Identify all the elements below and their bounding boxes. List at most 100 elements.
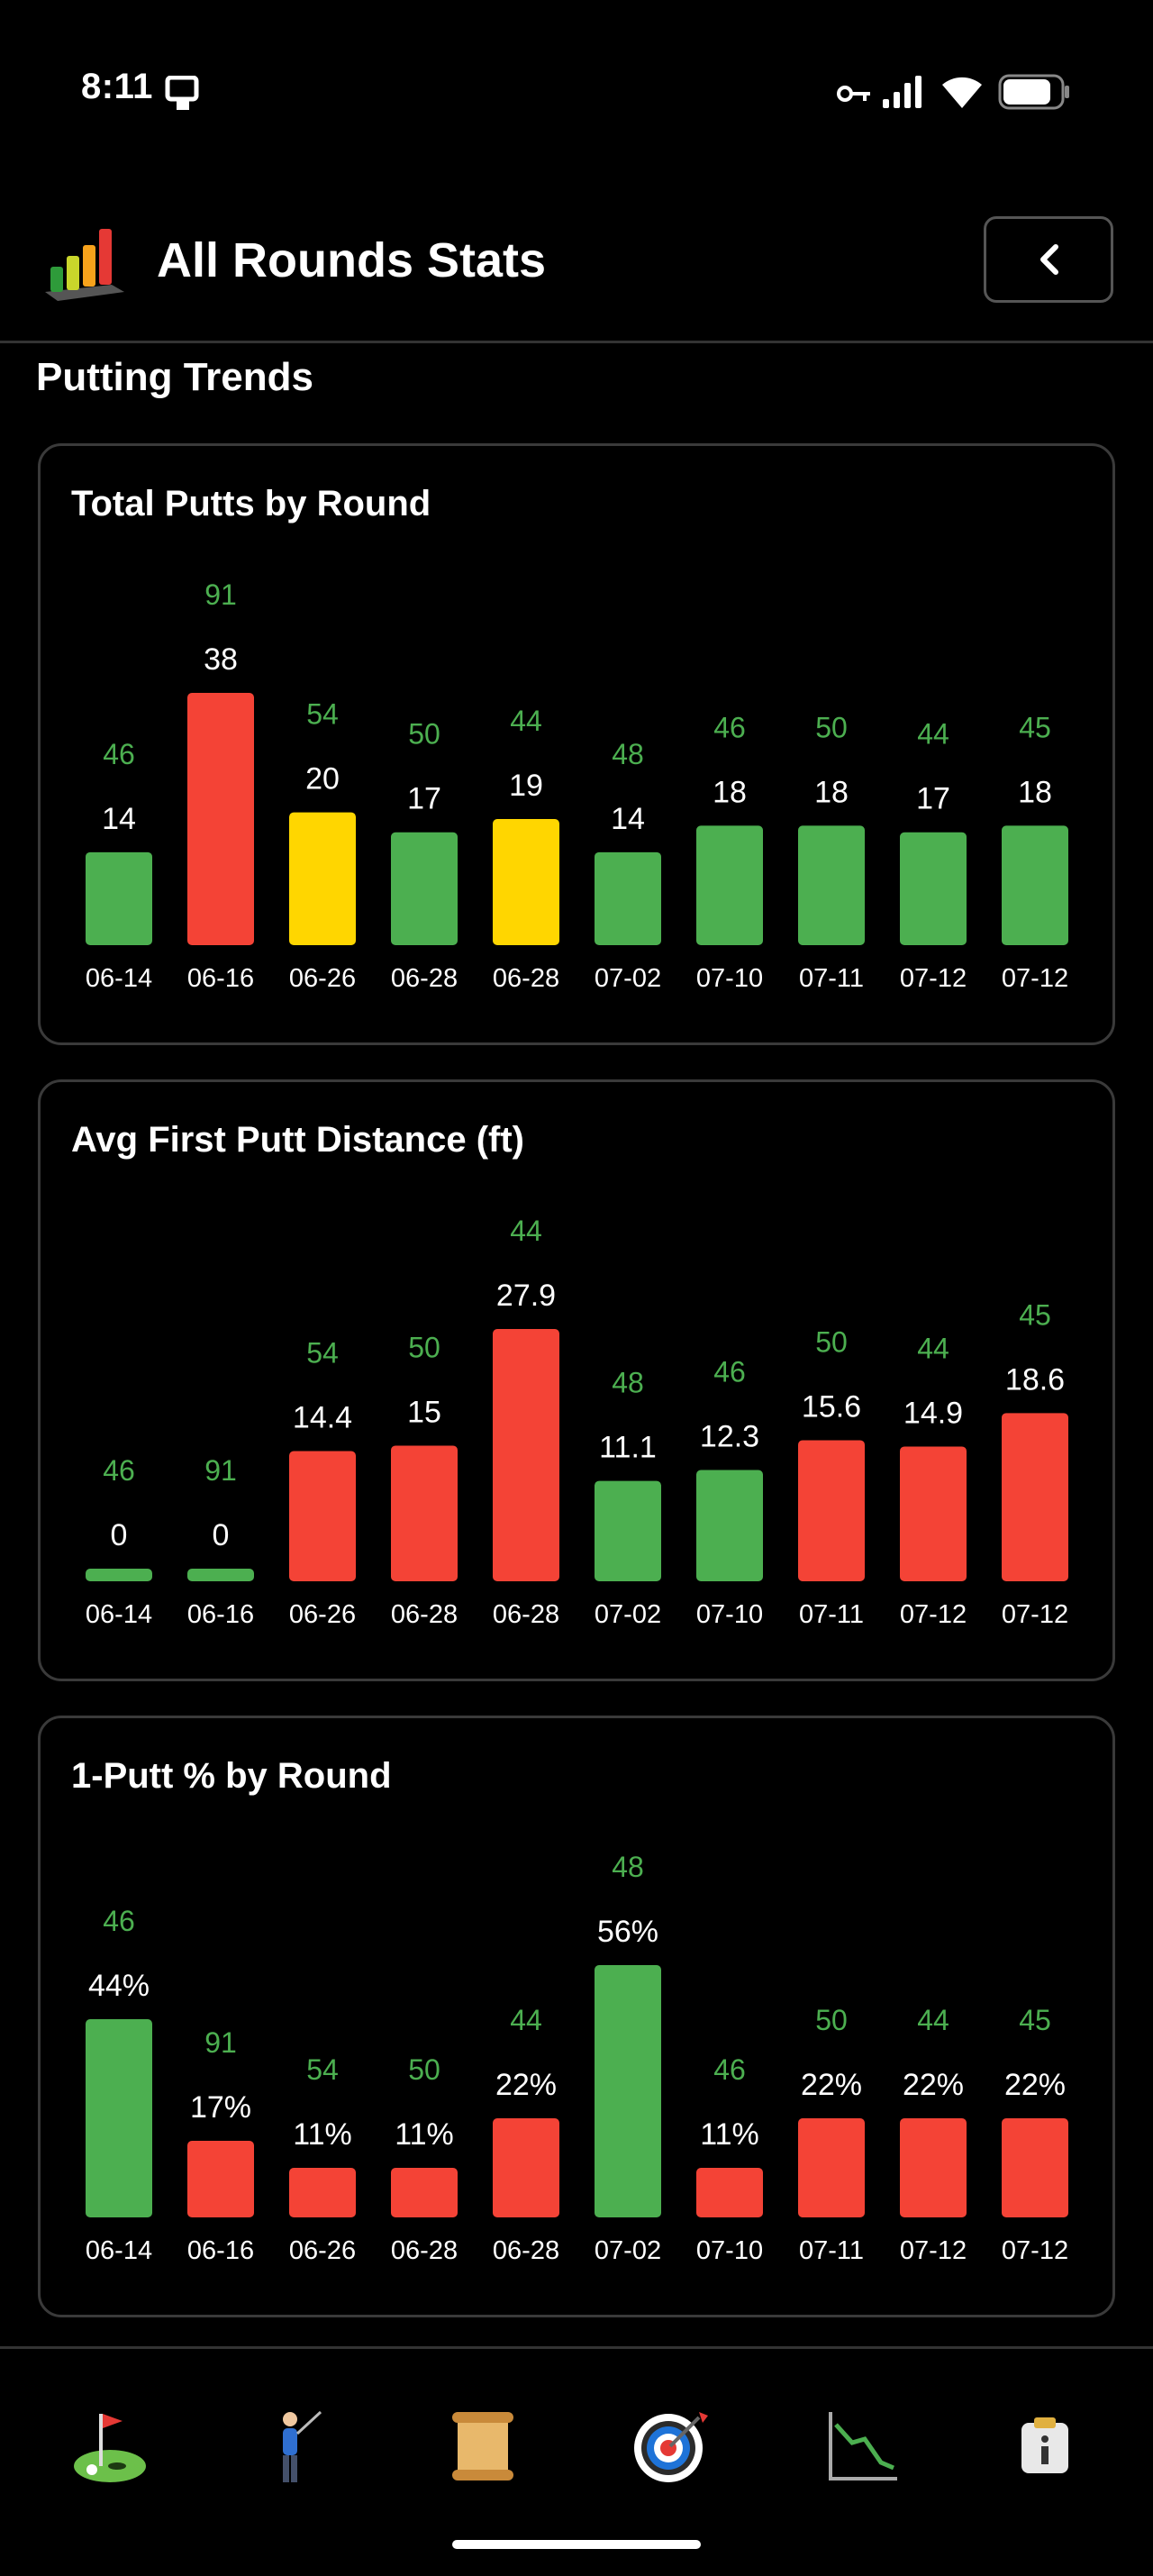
chart-bar bbox=[798, 2118, 865, 2217]
x-tick-label: 06-16 bbox=[187, 964, 254, 993]
back-button[interactable] bbox=[984, 216, 1113, 303]
round-score-label: 54 bbox=[306, 698, 339, 731]
x-tick-label: 07-10 bbox=[696, 2236, 763, 2265]
cast-icon bbox=[165, 76, 199, 110]
round-score-label: 46 bbox=[103, 738, 135, 770]
x-tick-label: 07-11 bbox=[799, 1600, 864, 1629]
round-score-label: 45 bbox=[1019, 1298, 1051, 1331]
bar-value-label: 18 bbox=[713, 775, 747, 809]
x-tick-label: 06-26 bbox=[289, 1600, 356, 1629]
bar-value-label: 12.3 bbox=[700, 1420, 759, 1454]
chart-bar bbox=[900, 2118, 967, 2217]
x-tick-label: 06-28 bbox=[391, 2236, 458, 2265]
chart-total-putts: 14 46 06-14 38 91 06-16 20 54 06-26 17 50 06-28 19 44… bbox=[86, 578, 1068, 993]
bar-value-label: 0 bbox=[111, 1518, 128, 1552]
trend-chart-icon[interactable] bbox=[816, 2403, 903, 2490]
target-icon[interactable] bbox=[627, 2403, 713, 2490]
bar-value-label: 27.9 bbox=[496, 1279, 556, 1313]
bar-value-label: 22% bbox=[1004, 2068, 1066, 2102]
golfer-icon[interactable] bbox=[249, 2403, 335, 2490]
x-tick-label: 06-16 bbox=[187, 2236, 254, 2265]
round-score-label: 46 bbox=[103, 1454, 135, 1487]
bar-value-label: 18 bbox=[814, 775, 849, 809]
x-tick-label: 07-12 bbox=[900, 1600, 967, 1629]
bar-value-label: 22% bbox=[801, 2068, 862, 2102]
bar-value-label: 14.4 bbox=[293, 1400, 352, 1434]
x-tick-label: 07-11 bbox=[799, 964, 864, 993]
chart-card-one-putt-pct: 1-Putt % by Round 44% 46 06-14 17% 91 06-16 11… bbox=[38, 1716, 1115, 2317]
key-icon bbox=[837, 86, 870, 102]
chevron-left-icon bbox=[1040, 244, 1058, 275]
chart-bar bbox=[86, 2019, 152, 2217]
round-score-label: 50 bbox=[408, 2053, 440, 2086]
chart-bar bbox=[86, 851, 152, 945]
signal-icon bbox=[883, 76, 921, 108]
bar-value-label: 11.1 bbox=[599, 1431, 657, 1465]
chart-first-putt-distance: 0 46 06-14 0 91 06-16 14.4 54 06-26 15 50 06-28 27.9… bbox=[86, 1215, 1068, 1629]
chart-bar bbox=[391, 2168, 458, 2217]
bar-value-label: 15.6 bbox=[802, 1389, 861, 1424]
round-score-label: 50 bbox=[408, 1331, 440, 1363]
round-score-label: 44 bbox=[917, 718, 949, 751]
bar-value-label: 14 bbox=[611, 802, 645, 836]
x-tick-label: 07-10 bbox=[696, 964, 763, 993]
bar-value-label: 17% bbox=[190, 2090, 251, 2125]
x-tick-label: 06-28 bbox=[493, 2236, 559, 2265]
bar-value-label: 22% bbox=[903, 2068, 964, 2102]
bar-value-label: 20 bbox=[305, 762, 340, 796]
chart-bar bbox=[696, 1470, 763, 1581]
golf-hole-icon[interactable] bbox=[67, 2403, 153, 2490]
chart-bar bbox=[595, 851, 661, 945]
chart-bar bbox=[187, 1569, 254, 1581]
x-tick-label: 06-26 bbox=[289, 2236, 356, 2265]
chart-bar bbox=[1002, 2118, 1068, 2217]
round-score-label: 44 bbox=[917, 2004, 949, 2036]
round-score-label: 45 bbox=[1019, 2004, 1051, 2036]
round-score-label: 91 bbox=[204, 578, 237, 611]
chart-bar bbox=[900, 832, 967, 945]
chart-bar bbox=[696, 2168, 763, 2217]
chart-bar bbox=[1002, 1413, 1068, 1581]
chart-bar bbox=[595, 1965, 661, 2217]
x-tick-label: 06-14 bbox=[86, 2236, 152, 2265]
round-score-label: 91 bbox=[204, 1454, 237, 1487]
x-tick-label: 06-14 bbox=[86, 1600, 152, 1629]
bar-value-label: 14 bbox=[102, 802, 136, 836]
round-score-label: 44 bbox=[510, 2004, 542, 2036]
round-score-label: 50 bbox=[815, 2004, 848, 2036]
chart-bar bbox=[391, 1445, 458, 1581]
info-icon[interactable] bbox=[1002, 2403, 1088, 2490]
bar-value-label: 44% bbox=[88, 1969, 150, 2003]
bar-value-label: 56% bbox=[597, 1915, 658, 1949]
bar-value-label: 17 bbox=[407, 782, 441, 816]
chart-bar bbox=[187, 693, 254, 945]
chart-title: 1-Putt % by Round bbox=[71, 1756, 392, 1796]
round-score-label: 91 bbox=[204, 2026, 237, 2059]
x-tick-label: 07-12 bbox=[1002, 1600, 1068, 1629]
x-tick-label: 07-12 bbox=[1002, 2236, 1068, 2265]
x-tick-label: 07-02 bbox=[595, 1600, 661, 1629]
round-score-label: 48 bbox=[612, 738, 644, 770]
bar-value-label: 22% bbox=[495, 2068, 557, 2102]
round-score-label: 54 bbox=[306, 2053, 339, 2086]
x-tick-label: 07-02 bbox=[595, 2236, 661, 2265]
bar-value-label: 38 bbox=[204, 642, 238, 677]
x-tick-label: 07-10 bbox=[696, 1600, 763, 1629]
round-score-label: 48 bbox=[612, 1367, 644, 1399]
home-indicator bbox=[452, 2540, 701, 2549]
chart-title: Total Putts by Round bbox=[71, 484, 431, 523]
round-score-label: 46 bbox=[713, 711, 746, 743]
bar-value-label: 14.9 bbox=[903, 1396, 963, 1430]
x-tick-label: 06-28 bbox=[391, 964, 458, 993]
chart-title: Avg First Putt Distance (ft) bbox=[71, 1120, 524, 1160]
chart-bar bbox=[289, 1451, 356, 1581]
scroll-icon[interactable] bbox=[440, 2403, 526, 2490]
bar-value-label: 19 bbox=[509, 769, 543, 803]
bar-value-label: 18.6 bbox=[1005, 1362, 1065, 1397]
bar-chart-logo-icon bbox=[45, 229, 124, 301]
x-tick-label: 07-12 bbox=[900, 964, 967, 993]
x-tick-label: 06-28 bbox=[493, 964, 559, 993]
x-tick-label: 06-26 bbox=[289, 964, 356, 993]
x-tick-label: 06-16 bbox=[187, 1600, 254, 1629]
page-title: All Rounds Stats bbox=[157, 233, 547, 287]
